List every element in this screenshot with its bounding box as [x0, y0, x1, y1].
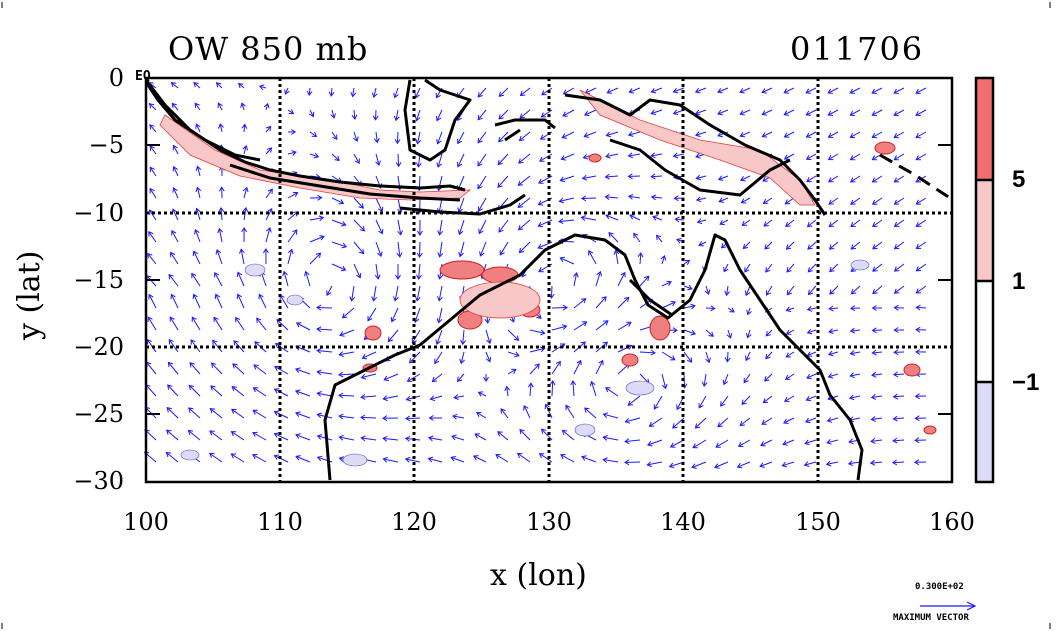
weak-ow-patches — [159, 89, 816, 319]
max-vector-label: MAXIMUM VECTOR — [893, 613, 969, 623]
ow-patch — [621, 353, 639, 367]
ow-patch — [850, 259, 870, 271]
max-vector-value: 0.300E+02 — [915, 582, 964, 592]
ow-patch — [923, 425, 937, 435]
y-tick-label: −30 — [73, 467, 124, 495]
new-guinea-south-coast — [609, 138, 791, 197]
negative-ow-patches — [180, 259, 870, 467]
colorbar-tick-label: −1 — [1012, 369, 1040, 396]
y-tick-label: −25 — [73, 400, 124, 428]
x-tick-label: 160 — [929, 508, 975, 536]
x-tick-label: 150 — [795, 508, 841, 536]
north-australia-coast — [628, 278, 673, 317]
ow-patch — [439, 260, 485, 280]
y-tick-label: −5 — [88, 131, 124, 159]
positive-ow-patches — [362, 141, 937, 435]
ow-patch — [342, 453, 368, 467]
ow-patch — [574, 423, 596, 437]
x-tick-label: 100 — [123, 508, 169, 536]
wind-vector-field — [144, 81, 927, 469]
colorbar-segment-high — [976, 78, 993, 180]
colorbar — [974, 76, 995, 484]
ow-patch — [180, 449, 200, 461]
ow-patch — [481, 266, 519, 284]
coastlines — [144, 78, 864, 481]
borneo-coast — [403, 78, 472, 162]
dashed-coast — [879, 153, 951, 200]
ow-patch — [874, 141, 896, 155]
y-tick-label: −20 — [73, 333, 124, 361]
ow-patch — [625, 380, 655, 396]
colorbar-tick-label: 5 — [1012, 166, 1026, 193]
y-tick-label: −10 — [73, 199, 124, 227]
ow-patch — [588, 153, 602, 163]
ow-band — [579, 89, 816, 206]
ow-patch — [903, 363, 921, 377]
ow-patch — [244, 263, 266, 277]
ow-patch — [459, 281, 541, 319]
x-tick-label: 140 — [660, 508, 706, 536]
colorbar-segment-neutral — [976, 281, 993, 382]
java-south-coast — [229, 163, 461, 202]
y-tick-label: −15 — [73, 266, 124, 294]
axis-ticks — [146, 77, 952, 415]
colorbar-segment-low — [976, 382, 993, 482]
ow-patch — [649, 315, 671, 341]
max-vector-arrow — [920, 601, 977, 611]
map-title: OW 850 mb — [168, 30, 369, 68]
sulawesi-coast — [494, 118, 556, 142]
colorbar-tick-label: 1 — [1012, 268, 1026, 295]
x-tick-label: 120 — [391, 508, 437, 536]
colorbar-segment-mid — [976, 180, 993, 281]
map-date-code: 011706 — [790, 30, 925, 68]
lat-lon-grid — [146, 78, 952, 482]
x-tick-label: 110 — [257, 508, 303, 536]
x-axis-label: x (lon) — [490, 558, 587, 593]
australia-coast — [323, 233, 864, 481]
sumatra-north-coast — [144, 81, 261, 162]
ow-patch — [286, 294, 304, 306]
new-guinea-coast — [564, 93, 827, 216]
lesser-sunda-coast — [399, 193, 526, 216]
ow-patch — [364, 325, 382, 341]
x-tick-label: 130 — [526, 508, 572, 536]
y-tick-label: 0 — [108, 64, 124, 92]
